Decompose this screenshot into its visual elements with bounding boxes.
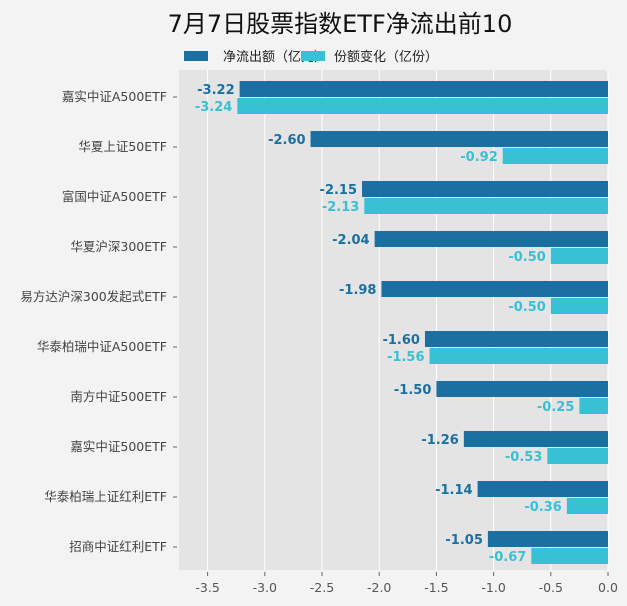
share-change-bar <box>502 148 608 164</box>
share-change-value-label: -0.50 <box>508 300 545 315</box>
net-outflow-bar <box>487 531 608 547</box>
share-change-bar <box>566 498 608 514</box>
share-change-bar <box>237 98 608 114</box>
x-tick-label: -1.0 <box>481 580 505 595</box>
category-label: 富国中证A500ETF <box>62 189 167 204</box>
x-tick-label: 0.0 <box>598 580 618 595</box>
share-change-bar <box>364 198 608 214</box>
axes: -3.5 -3.0 -2.5 -2.0 -1.5 -1.0 -0.5 0.0 嘉实中证A500E… <box>20 89 618 595</box>
category-label: 易方达沪深300发起式ETF <box>20 289 167 304</box>
category-label: 华泰柏瑞中证A500ETF <box>37 339 167 354</box>
share-change-value-label: -2.13 <box>322 200 359 215</box>
legend-label-share-change: 份额变化（亿份） <box>334 49 438 65</box>
share-change-value-label: -0.25 <box>537 400 574 415</box>
category-label: 华夏沪深300ETF <box>70 239 167 254</box>
net-outflow-bar <box>477 481 608 497</box>
category-label: 南方中证500ETF <box>70 389 167 404</box>
category-label: 嘉实中证500ETF <box>70 439 167 454</box>
category-label: 招商中证红利ETF <box>69 539 167 554</box>
net-outflow-value-label: -1.98 <box>339 283 376 298</box>
net-outflow-value-label: -2.04 <box>332 233 369 248</box>
category-label: 华夏上证50ETF <box>78 139 167 154</box>
chart-title: 7月7日股票指数ETF净流出前10 <box>168 10 513 38</box>
legend-swatch-share-change <box>301 51 325 61</box>
share-change-bar <box>550 298 608 314</box>
share-change-bar <box>550 248 608 264</box>
x-tick-label: -2.5 <box>310 580 334 595</box>
share-change-value-label: -3.24 <box>195 100 232 115</box>
share-change-value-label: -0.92 <box>460 150 497 165</box>
bars: -3.22 -3.24 -2.60 -0.92 -2.15 -2.13 -2.04 -0.50… <box>195 81 608 565</box>
net-outflow-bar <box>436 381 608 397</box>
net-outflow-value-label: -2.60 <box>268 133 305 148</box>
net-outflow-value-label: -1.50 <box>394 383 431 398</box>
net-outflow-value-label: -1.05 <box>445 533 482 548</box>
x-tick-label: -3.5 <box>195 580 219 595</box>
net-outflow-bar <box>381 281 608 297</box>
x-tick-label: -2.0 <box>367 580 391 595</box>
net-outflow-bar <box>463 431 608 447</box>
net-outflow-value-label: -2.15 <box>320 183 357 198</box>
share-change-value-label: -1.56 <box>387 350 424 365</box>
share-change-bar <box>547 448 608 464</box>
legend-swatch-net-outflow <box>184 51 208 61</box>
net-outflow-bar <box>374 231 608 247</box>
net-outflow-bar <box>239 81 608 97</box>
x-tick-label: -3.0 <box>253 580 277 595</box>
category-label: 嘉实中证A500ETF <box>62 89 167 104</box>
net-outflow-value-label: -1.14 <box>435 483 472 498</box>
net-outflow-value-label: -1.60 <box>382 333 419 348</box>
category-label: 华泰柏瑞上证红利ETF <box>44 489 167 504</box>
share-change-value-label: -0.36 <box>524 500 561 515</box>
net-outflow-bar <box>310 131 608 147</box>
share-change-value-label: -0.50 <box>508 250 545 265</box>
share-change-bar <box>429 348 608 364</box>
share-change-bar <box>579 398 608 414</box>
share-change-value-label: -0.67 <box>489 550 526 565</box>
x-tick-label: -1.5 <box>424 580 448 595</box>
net-outflow-bar <box>362 181 608 197</box>
share-change-bar <box>531 548 608 564</box>
share-change-value-label: -0.53 <box>505 450 542 465</box>
net-outflow-value-label: -3.22 <box>197 83 234 98</box>
x-tick-label: -0.5 <box>539 580 563 595</box>
net-outflow-value-label: -1.26 <box>421 433 458 448</box>
net-outflow-bar <box>424 331 608 347</box>
legend: 净流出额（亿元） 份额变化（亿份） <box>184 49 438 65</box>
